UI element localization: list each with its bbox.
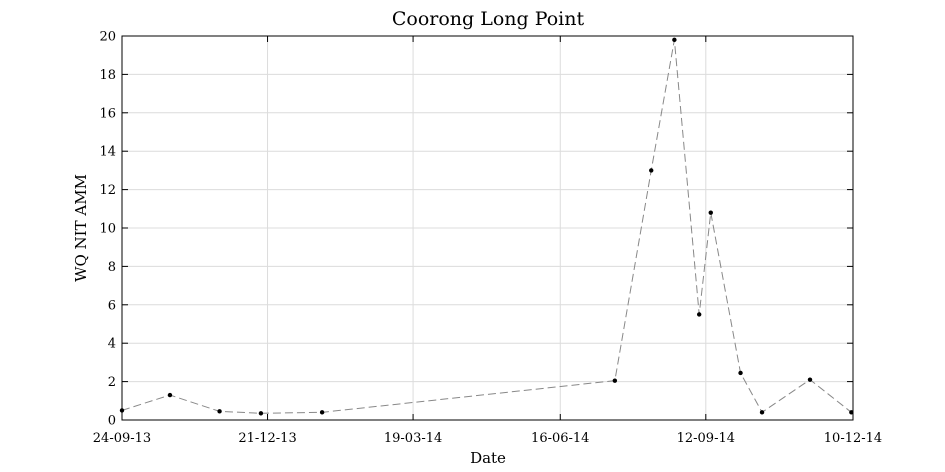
y-tick-label: 2: [108, 375, 116, 390]
data-point: [258, 411, 264, 416]
x-tick-label: 16-06-14: [531, 431, 589, 446]
x-tick-label: 10-12-14: [824, 431, 882, 446]
data-points: [119, 37, 854, 416]
data-point: [119, 408, 125, 413]
data-point: [612, 378, 618, 383]
data-point: [672, 37, 677, 43]
y-tick-label: 20: [99, 30, 116, 45]
series-line: [121, 39, 852, 414]
y-tick-label: 6: [108, 298, 116, 313]
y-axis-label: WQ NIT AMM: [72, 174, 90, 282]
x-tick-label: 24-09-13: [93, 431, 151, 446]
y-tick-label: 16: [99, 106, 116, 121]
x-tick-label: 19-03-14: [384, 431, 442, 446]
y-tick-label: 18: [99, 68, 116, 83]
y-tick-label: 14: [99, 145, 116, 160]
data-point: [319, 410, 325, 415]
data-point: [759, 410, 765, 415]
data-point: [696, 312, 702, 317]
ticks: 0 2 4 6 8 10 12 14 16 18 20 24-09-13 21-12-13 19-03-1…: [93, 30, 882, 447]
y-tick-label: 8: [108, 260, 116, 275]
chart-title: Coorong Long Point: [392, 8, 585, 30]
data-point: [217, 409, 222, 414]
y-tick-label: 12: [99, 183, 116, 198]
y-tick-label: 0: [108, 414, 116, 429]
y-tick-label: 4: [108, 337, 116, 352]
data-point: [849, 410, 854, 415]
data-point: [649, 168, 654, 173]
data-point: [738, 370, 743, 376]
x-tick-label: 12-09-14: [677, 431, 735, 446]
data-point: [708, 210, 713, 215]
series-layer: [121, 39, 852, 414]
y-tick-label: 10: [99, 222, 116, 237]
x-tick-label: 21-12-13: [238, 431, 296, 446]
data-point: [167, 392, 173, 398]
data-point: [807, 377, 813, 382]
x-axis-label: Date: [470, 449, 506, 467]
